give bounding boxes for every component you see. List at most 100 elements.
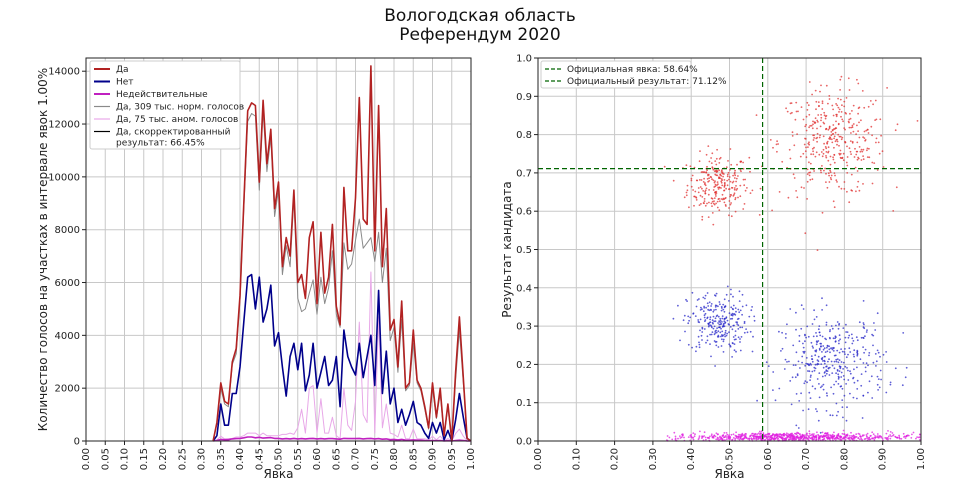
right-ytick-label: 0.6 [516, 207, 532, 218]
scatter-point-да [813, 146, 815, 149]
scatter-point-нет [844, 348, 846, 350]
scatter-point-нет [874, 353, 877, 355]
scatter-point-нет [810, 374, 812, 377]
scatter-point-да [839, 152, 842, 155]
right-ytick-label: 0.5 [516, 245, 532, 256]
scatter-point-недействительные [666, 435, 669, 437]
scatter-point-да [805, 123, 807, 126]
scatter-point-нет [811, 370, 814, 373]
scatter-point-да [792, 173, 795, 176]
left-xtick-label: 0.90 [428, 448, 439, 470]
left-xtick-label: 0.35 [216, 448, 227, 470]
left-ytick-label: 6000 [55, 278, 80, 289]
scatter-point-нет [846, 406, 848, 409]
scatter-point-нет [717, 335, 720, 338]
scatter-point-недействительные [726, 433, 729, 436]
scatter-point-нет [703, 305, 705, 308]
left-plot-frame [85, 57, 472, 442]
scatter-point-нет [786, 361, 788, 363]
scatter-point-недействительные [844, 435, 847, 438]
scatter-point-нет [836, 369, 839, 371]
scatter-point-да [816, 127, 818, 130]
scatter-point-недействительные [785, 438, 788, 441]
scatter-point-да [699, 194, 702, 197]
scatter-point-нет [786, 323, 788, 326]
series-line-0 [212, 65, 472, 442]
scatter-point-нет [795, 424, 798, 427]
scatter-point-нет [712, 315, 715, 318]
scatter-point-нет [714, 320, 717, 323]
scatter-point-да [735, 185, 737, 187]
right-legend: Официальная явка: 58.64% Официальный резу… [540, 60, 727, 89]
scatter-point-да [686, 189, 689, 192]
scatter-point-да [870, 125, 873, 128]
scatter-point-нет [856, 350, 859, 353]
scatter-point-да [846, 145, 848, 148]
scatter-point-нет [831, 348, 834, 351]
scatter-point-нет [804, 333, 806, 336]
scatter-point-да [696, 179, 699, 182]
scatter-point-нет [705, 306, 707, 309]
scatter-point-да [821, 155, 824, 158]
chart-title-line1: Вологодская область [384, 6, 576, 26]
right-ytick-label: 0.7 [516, 168, 532, 179]
scatter-point-недействительные [708, 437, 710, 440]
scatter-point-да [840, 115, 842, 118]
scatter-point-нет [862, 394, 865, 397]
scatter-point-недействительные [716, 438, 719, 441]
scatter-point-да [840, 157, 843, 160]
scatter-point-да [820, 113, 822, 116]
scatter-point-нет [783, 368, 786, 370]
scatter-point-недействительные [773, 438, 776, 441]
scatter-point-нет [836, 358, 839, 361]
left-xtick-label: 0.10 [120, 448, 131, 470]
scatter-point-да [836, 104, 839, 107]
scatter-point-да [714, 180, 716, 183]
scatter-point-нет [818, 325, 821, 327]
scatter-point-нет [713, 340, 716, 342]
scatter-point-нет [778, 387, 781, 390]
scatter-point-да [827, 159, 830, 162]
scatter-point-нет [733, 349, 736, 352]
scatter-point-нет [696, 299, 699, 301]
scatter-point-да [834, 131, 837, 134]
scatter-point-да [716, 200, 719, 203]
scatter-point-нет [724, 305, 727, 307]
scatter-point-нет [848, 347, 851, 350]
scatter-point-нет [821, 309, 823, 311]
scatter-point-недействительные [771, 438, 773, 440]
scatter-point-нет [853, 381, 856, 384]
scatter-point-да [802, 152, 805, 155]
scatter-point-недействительные [699, 430, 701, 433]
scatter-point-да [848, 147, 851, 150]
scatter-point-да [866, 156, 869, 159]
scatter-point-нет [723, 310, 726, 313]
scatter-point-нет [840, 385, 843, 388]
scatter-point-нет [801, 355, 804, 358]
scatter-point-недействительные [915, 437, 917, 440]
scatter-point-да [705, 171, 708, 174]
right-ytick-label: 0.8 [516, 130, 532, 141]
scatter-point-нет [729, 345, 732, 348]
scatter-point-да [725, 166, 728, 169]
scatter-point-да [833, 137, 835, 140]
scatter-point-да [837, 123, 840, 126]
scatter-point-да [807, 142, 810, 145]
scatter-point-да [894, 129, 897, 132]
scatter-point-нет [750, 309, 753, 312]
scatter-point-недействительные [705, 438, 707, 441]
scatter-point-да [814, 155, 817, 158]
scatter-point-да [702, 181, 705, 183]
scatter-point-да [822, 135, 825, 138]
scatter-point-нет [691, 346, 693, 349]
scatter-point-нет [698, 346, 701, 349]
scatter-point-да [833, 153, 836, 156]
scatter-point-нет [832, 350, 835, 352]
scatter-point-нет [729, 318, 732, 320]
scatter-point-да [820, 151, 823, 153]
scatter-point-нет [812, 335, 815, 338]
scatter-point-да [704, 190, 706, 193]
scatter-point-нет [829, 330, 831, 333]
scatter-point-да [812, 139, 815, 141]
scatter-point-да [852, 104, 855, 107]
